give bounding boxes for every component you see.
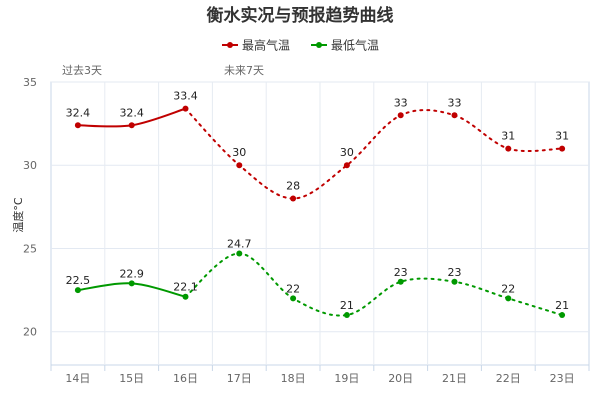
series-1-point-9[interactable]: [559, 312, 566, 319]
series-1-point-5[interactable]: [343, 312, 350, 319]
series-0-point-8[interactable]: [505, 145, 512, 152]
x-tick-label-5: 19日: [334, 372, 359, 385]
series-0-point-0[interactable]: [74, 122, 81, 129]
series-1-point-7[interactable]: [451, 278, 458, 285]
series-0-point-7[interactable]: [451, 112, 458, 119]
series-1-point-2[interactable]: [182, 293, 189, 300]
x-tick-label-8: 22日: [496, 372, 521, 385]
series-1-point-4[interactable]: [290, 295, 297, 302]
series-0-data-label-6: 33: [394, 96, 408, 109]
series-1-point-8[interactable]: [505, 295, 512, 302]
series-0-point-1[interactable]: [128, 122, 135, 129]
series-0-data-label-3: 30: [232, 146, 246, 159]
y-tick-label-30: 30: [23, 159, 37, 172]
y-tick-label-35: 35: [23, 76, 37, 89]
y-tick-label-25: 25: [23, 242, 37, 255]
series-1-point-3[interactable]: [236, 250, 243, 257]
legend-label-low: 最低气温: [331, 38, 379, 53]
series-0-data-label-1: 32.4: [119, 106, 144, 119]
chart-title: 衡水实况与预报趋势曲线: [207, 5, 394, 26]
series-0-data-label-4: 28: [286, 180, 300, 193]
series-0-point-6[interactable]: [397, 112, 404, 119]
x-tick-label-0: 14日: [65, 372, 90, 385]
legend-item-low[interactable]: 最低气温: [311, 38, 379, 53]
x-tick-label-7: 21日: [442, 372, 467, 385]
series-0-data-label-5: 30: [340, 146, 354, 159]
legend-label-high: 最高气温: [242, 38, 290, 53]
series-1-data-label-4: 22: [286, 282, 300, 295]
series-0-data-label-8: 31: [501, 130, 515, 143]
data-labels: 32.4 32.4 33.4 30 28 30 33 33 31 31 22.5 22.9 22.1 24…: [66, 90, 569, 312]
past-period-label: 过去3天: [62, 64, 102, 77]
series-0-data-label-0: 32.4: [66, 106, 91, 119]
series-1-data-label-5: 21: [340, 299, 354, 312]
x-tick-label-9: 23日: [550, 372, 575, 385]
series-1-point-6[interactable]: [397, 278, 404, 285]
legend[interactable]: 最高气温 最低气温: [222, 38, 379, 53]
series-0-data-label-7: 33: [448, 96, 462, 109]
x-tick-label-6: 20日: [388, 372, 413, 385]
series-0-point-2[interactable]: [182, 105, 189, 112]
future-period-label: 未来7天: [224, 64, 264, 77]
y-axis-label: 温度°C: [11, 197, 25, 232]
series-1-data-label-8: 22: [501, 282, 515, 295]
series-0-point-9[interactable]: [559, 145, 566, 152]
series-1-data-label-0: 22.5: [66, 274, 91, 287]
series-0-point-4[interactable]: [290, 195, 297, 202]
series-layer: [74, 105, 566, 319]
series-0-point-3[interactable]: [236, 162, 243, 169]
series-1-data-label-7: 23: [448, 266, 462, 279]
x-tick-label-4: 18日: [281, 372, 306, 385]
series-1-data-label-9: 21: [555, 299, 569, 312]
series-1-point-1[interactable]: [128, 280, 135, 287]
series-0-point-5[interactable]: [343, 162, 350, 169]
series-1-data-label-2: 22.1: [173, 281, 198, 294]
legend-item-high[interactable]: 最高气温: [222, 38, 290, 53]
grid: [50, 81, 590, 371]
series-0-data-label-9: 31: [555, 130, 569, 143]
series-1-point-0[interactable]: [74, 287, 81, 294]
series-1-data-label-6: 23: [394, 266, 408, 279]
series-1-data-label-1: 22.9: [119, 267, 144, 280]
y-axis-ticks: 20 25 30 35: [23, 76, 37, 339]
x-axis-ticks: 14日 15日 16日 17日 18日 19日 20日 21日 22日 23日: [65, 372, 574, 385]
x-tick-label-1: 15日: [119, 372, 144, 385]
series-0-data-label-2: 33.4: [173, 90, 198, 103]
x-tick-label-3: 17日: [227, 372, 252, 385]
y-tick-label-20: 20: [23, 326, 37, 339]
x-tick-label-2: 16日: [173, 372, 198, 385]
series-1-data-label-3: 24.7: [227, 237, 252, 250]
